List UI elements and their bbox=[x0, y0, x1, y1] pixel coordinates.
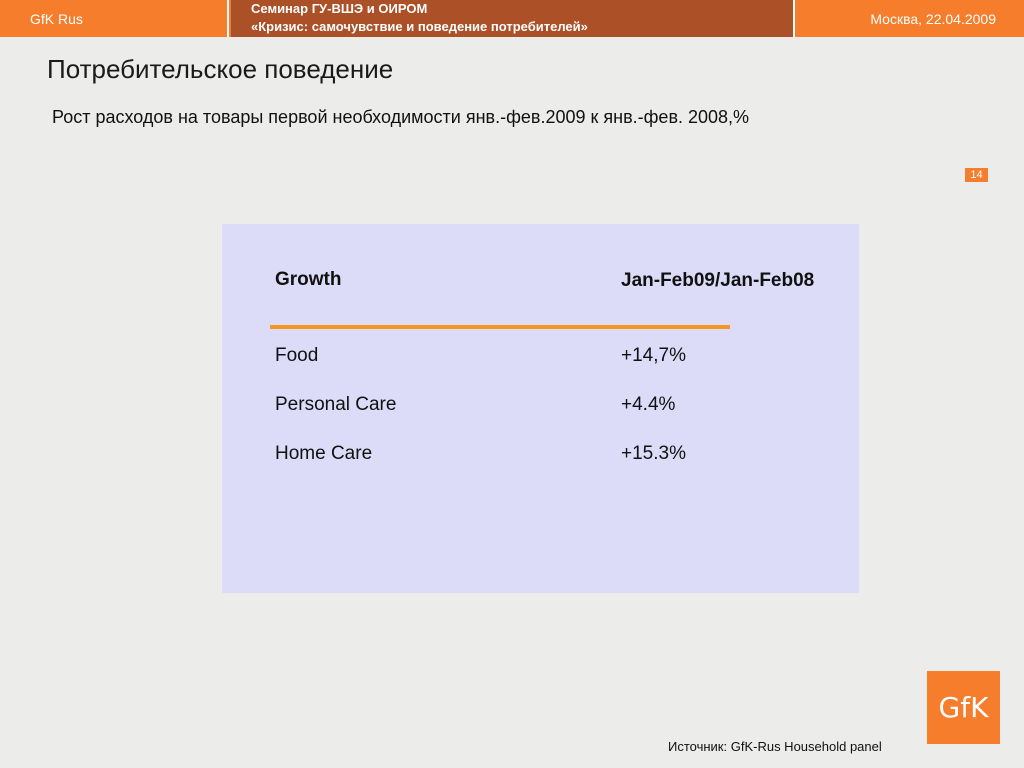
growth-table: Growth Jan-Feb09/Jan-Feb08 Food +14,7% P… bbox=[222, 224, 859, 593]
gfk-logo: GfK bbox=[927, 671, 1000, 744]
header-seminar-cell: Семинар ГУ-ВШЭ и ОИРОМ «Кризис: самочувс… bbox=[231, 0, 795, 37]
seminar-title-line1: Семинар ГУ-ВШЭ и ОИРОМ bbox=[251, 1, 428, 16]
source-note: Источник: GfK-Rus Household panel bbox=[668, 739, 882, 754]
header-divider bbox=[270, 325, 730, 329]
brand-label: GfK Rus bbox=[30, 11, 83, 27]
column-header-growth: Growth bbox=[275, 269, 342, 290]
row-value-home-care: +15.3% bbox=[621, 443, 686, 464]
column-header-period: Jan-Feb09/Jan-Feb08 bbox=[621, 270, 815, 291]
row-value-personal-care: +4.4% bbox=[621, 394, 676, 415]
header-bar: GfK Rus Семинар ГУ-ВШЭ и ОИРОМ «Кризис: … bbox=[0, 0, 1024, 37]
row-label-home-care: Home Care bbox=[275, 443, 373, 464]
page-title: Потребительское поведение bbox=[47, 54, 394, 84]
seminar-title-line2: «Кризис: самочувствие и поведение потреб… bbox=[251, 19, 588, 34]
row-value-food: +14,7% bbox=[621, 345, 686, 366]
slide-number-badge: 14 bbox=[965, 168, 988, 182]
header-date-cell: Москва, 22.04.2009 bbox=[797, 0, 1024, 37]
slide-subtitle: Рост расходов на товары первой необходим… bbox=[52, 107, 750, 127]
gfk-logo-text: GfK bbox=[938, 691, 989, 724]
row-label-personal-care: Personal Care bbox=[275, 394, 397, 415]
header-brand-cell: GfK Rus bbox=[0, 0, 229, 37]
date-label: Москва, 22.04.2009 bbox=[870, 11, 996, 27]
row-label-food: Food bbox=[275, 345, 319, 366]
